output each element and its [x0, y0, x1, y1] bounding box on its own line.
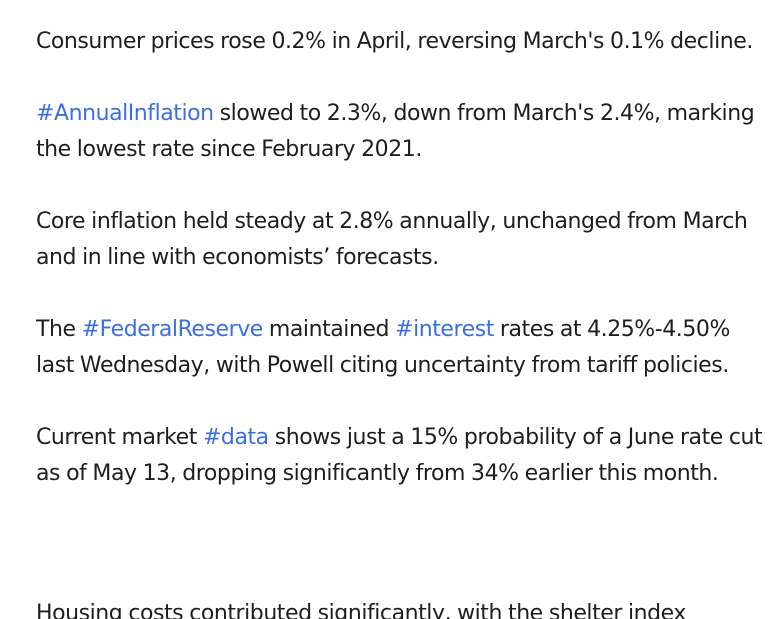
hashtag-interest-link[interactable]: #interest — [395, 317, 494, 342]
paragraph-core-inflation: Core inflation held steady at 2.8% annua… — [36, 204, 766, 276]
paragraph-housing-costs: Housing costs contributed significantly,… — [36, 596, 766, 619]
paragraph-market-data: Current market #data shows just a 15% pr… — [36, 420, 766, 492]
paragraph-text: The — [36, 317, 82, 342]
paragraph-cutoff-container: Housing costs contributed significantly,… — [36, 596, 766, 619]
post-body: Consumer prices rose 0.2% in April, reve… — [36, 24, 766, 528]
paragraph-annual-inflation: #AnnualInflation slowed to 2.3%, down fr… — [36, 96, 766, 168]
paragraph-federal-reserve: The #FederalReserve maintained #interest… — [36, 312, 766, 384]
paragraph-text: rates at 4.25%-4.50% last Wednesday, wit… — [36, 317, 730, 378]
hashtag-federal-reserve-link[interactable]: #FederalReserve — [81, 317, 264, 342]
hashtag-data-link[interactable]: #data — [202, 425, 269, 450]
paragraph-text: shows just a 15% probability of a June r… — [36, 425, 763, 486]
paragraph-text: maintained — [262, 317, 396, 342]
paragraph-consumer-prices: Consumer prices rose 0.2% in April, reve… — [36, 24, 766, 60]
paragraph-text: Housing costs contributed significantly,… — [36, 601, 686, 619]
paragraph-text: Core inflation held steady at 2.8% annua… — [36, 209, 748, 270]
hashtag-annual-inflation-link[interactable]: #AnnualInflation — [36, 101, 214, 126]
paragraph-text: Consumer prices rose 0.2% in April, reve… — [36, 29, 753, 54]
paragraph-text: slowed to 2.3%, down from March's 2.4%, … — [36, 101, 755, 162]
paragraph-text: Current market — [36, 425, 203, 450]
